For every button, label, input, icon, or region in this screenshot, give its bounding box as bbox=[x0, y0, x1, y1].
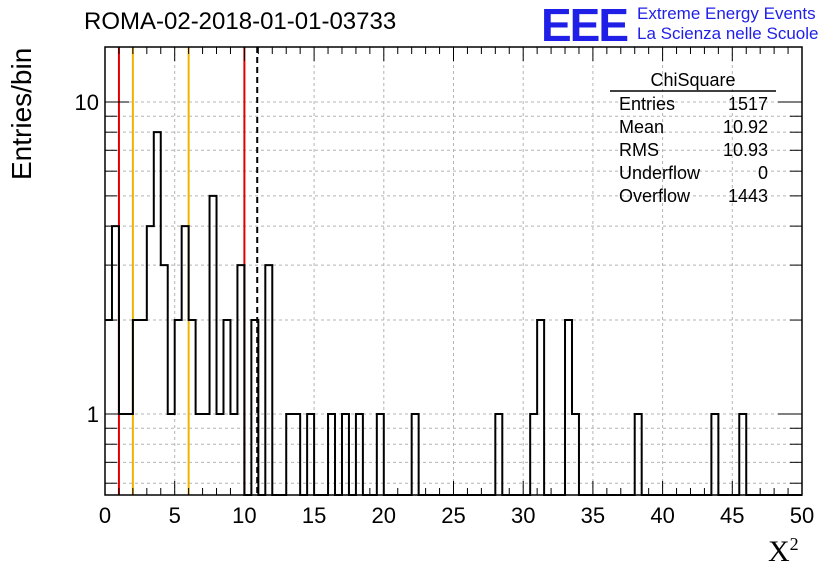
axis-ticks bbox=[104, 47, 803, 495]
histogram-bin bbox=[182, 226, 189, 495]
histogram-bin bbox=[168, 414, 175, 495]
x-tick-label: 30 bbox=[511, 503, 535, 528]
histogram-bin bbox=[203, 414, 210, 495]
stats-row-label: Entries bbox=[619, 94, 675, 114]
stats-row-value: 10.93 bbox=[723, 140, 768, 160]
histogram-bin bbox=[251, 320, 258, 495]
histogram-bin bbox=[105, 320, 112, 495]
histogram-bin bbox=[356, 414, 363, 495]
histogram-bin bbox=[175, 320, 182, 495]
histogram-bin bbox=[328, 414, 335, 495]
histogram-bin bbox=[342, 414, 349, 495]
stats-row-label: RMS bbox=[619, 140, 659, 160]
histogram-bin bbox=[293, 414, 300, 495]
histogram-bin bbox=[711, 414, 718, 495]
histogram-bin bbox=[112, 226, 119, 495]
histogram-bin bbox=[154, 132, 161, 495]
x-tick-label: 20 bbox=[372, 503, 396, 528]
chart-title: ROMA-02-2018-01-01-03733 bbox=[84, 8, 397, 35]
histogram-bin bbox=[140, 320, 147, 495]
eee-logo: EEE bbox=[541, 0, 629, 51]
stats-row-label: Overflow bbox=[619, 186, 691, 206]
x-tick-label: 40 bbox=[650, 503, 674, 528]
stats-row-label: Mean bbox=[619, 117, 664, 137]
histogram-bin bbox=[147, 226, 154, 495]
histogram-bin bbox=[265, 265, 272, 495]
x-tick-label: 45 bbox=[720, 503, 744, 528]
histogram-bin bbox=[377, 414, 384, 495]
y-tick-label: 1 bbox=[87, 402, 99, 427]
histogram-bin bbox=[495, 414, 502, 495]
histogram-bin bbox=[223, 320, 230, 495]
histogram-bin bbox=[635, 414, 642, 495]
x-tick-label: 5 bbox=[169, 503, 181, 528]
histogram-bin bbox=[237, 265, 244, 495]
x-tick-label: 10 bbox=[232, 503, 256, 528]
histogram-bin bbox=[161, 265, 168, 495]
x-axis-label-base: X bbox=[768, 535, 790, 568]
histogram-bin bbox=[286, 414, 293, 495]
histogram-bin bbox=[537, 320, 544, 495]
x-tick-label: 25 bbox=[441, 503, 465, 528]
histogram-bin bbox=[412, 414, 419, 495]
histogram-bin bbox=[133, 320, 140, 495]
stats-box: ChiSquare Entries 1517 Mean 10.92 RMS 10.93 Und… bbox=[610, 70, 776, 206]
x-tick-label: 35 bbox=[581, 503, 605, 528]
brand-line-1: Extreme Energy Events bbox=[637, 4, 816, 23]
histogram-bin bbox=[572, 414, 579, 495]
x-tick-label: 50 bbox=[790, 503, 814, 528]
grid bbox=[105, 47, 802, 495]
stats-row-value: 0 bbox=[758, 163, 768, 183]
x-tick-label: 15 bbox=[302, 503, 326, 528]
histogram-bin bbox=[230, 414, 237, 495]
histogram-bin bbox=[119, 414, 126, 495]
stats-box-title: ChiSquare bbox=[650, 70, 735, 90]
histogram-bin bbox=[126, 414, 133, 495]
histogram-bin bbox=[530, 414, 537, 495]
stats-row-value: 10.92 bbox=[723, 117, 768, 137]
histogram-bin bbox=[196, 414, 203, 495]
x-axis-label-superscript: 2 bbox=[789, 534, 799, 554]
stats-row-value: 1443 bbox=[728, 186, 768, 206]
stats-row-label: Underflow bbox=[619, 163, 701, 183]
brand-line-2: La Scienza nelle Scuole bbox=[637, 24, 819, 43]
y-tick-label: 10 bbox=[75, 90, 99, 115]
x-tick-label: 0 bbox=[99, 503, 111, 528]
histogram-bin bbox=[210, 196, 217, 495]
tick-labels: 0 5 10 15 20 25 30 35 40 45 50 1 10 bbox=[75, 90, 815, 528]
x-axis-label: X2 bbox=[768, 534, 799, 569]
histogram-bin bbox=[739, 414, 746, 495]
histogram-bin bbox=[217, 414, 224, 495]
y-axis-label: Entries/bin bbox=[6, 47, 37, 180]
histogram-bin bbox=[565, 320, 572, 495]
stats-row-value: 1517 bbox=[728, 94, 768, 114]
histogram-bin bbox=[189, 320, 196, 495]
histogram-bin bbox=[307, 414, 314, 495]
